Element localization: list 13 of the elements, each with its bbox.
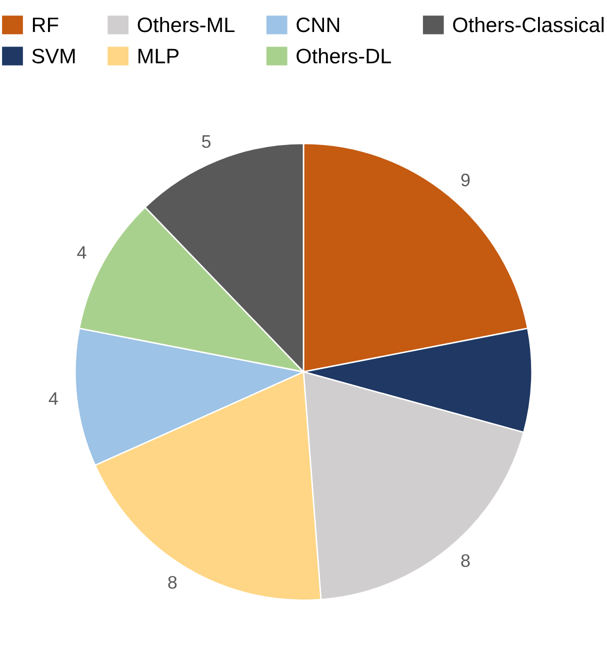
legend-label: Others-Classical [453,16,604,32]
data-label: 5 [202,135,211,148]
legend-label: Others-ML [138,16,235,32]
data-label: 8 [461,554,470,568]
legend-label: CNN [296,18,340,32]
legend-label: MLP [138,48,179,64]
data-label: 8 [168,576,177,589]
legend-label: RF [32,18,58,32]
legend-label: Others-DL [296,48,392,64]
data-label: 4 [48,392,58,405]
data-label: 9 [461,174,470,186]
legend-label: SVM [32,48,75,64]
data-label: 4 [77,246,86,259]
